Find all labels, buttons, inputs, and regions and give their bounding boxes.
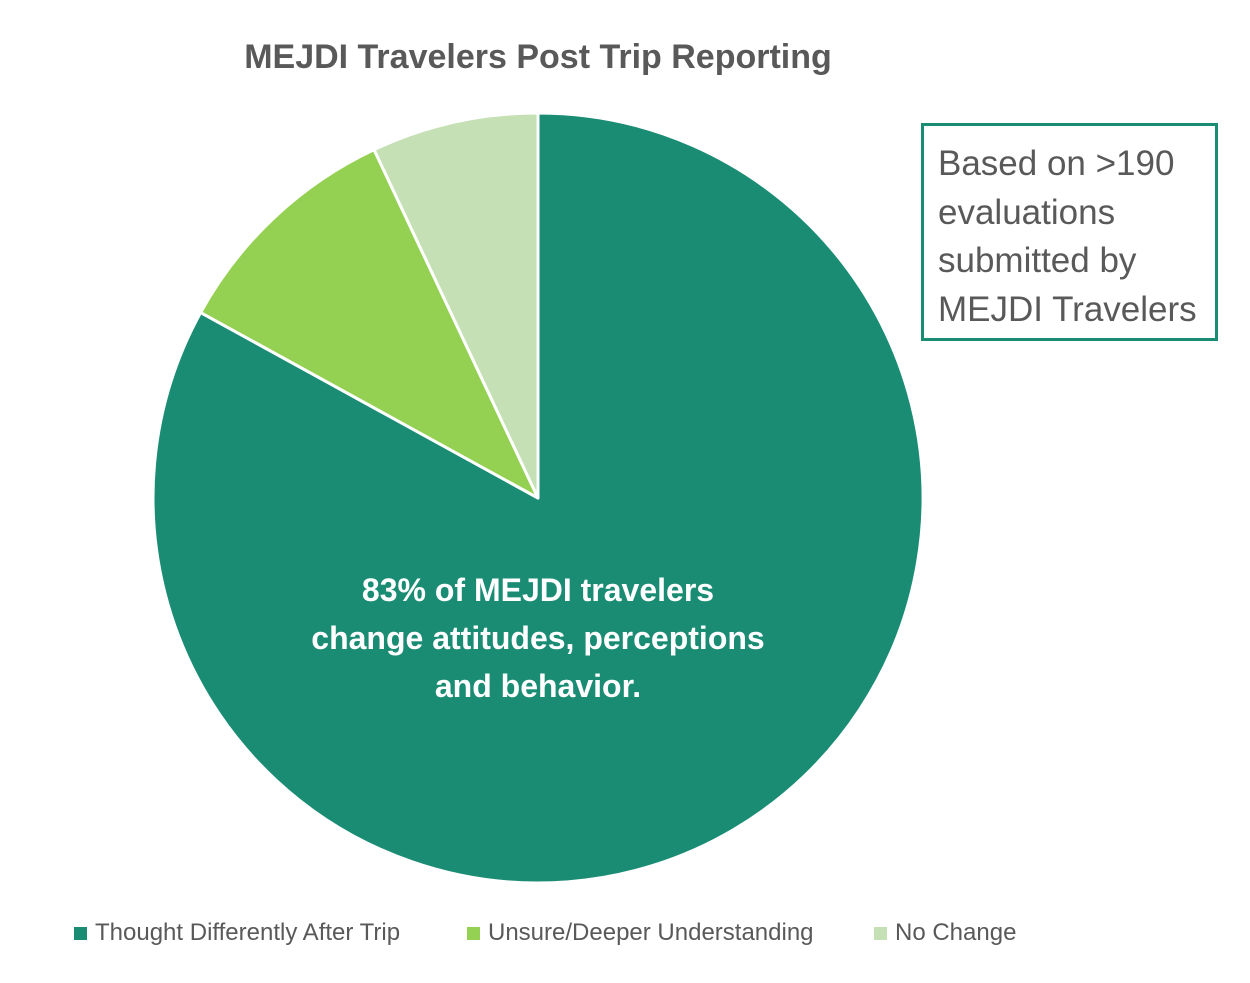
note-line-4: MEJDI Travelers: [938, 289, 1197, 329]
note-line-1: Based on >190: [938, 144, 1175, 183]
legend-swatch: [467, 926, 480, 940]
legend-label: Thought Differently After Trip: [95, 919, 401, 946]
pie-slice-unsure-deeper-understanding: [199, 148, 540, 500]
center-annotation: 83% of MEJDI travelers change attitudes,…: [238, 566, 838, 710]
annotation-line-2: change attitudes, perceptions: [311, 620, 765, 656]
legend-label: No Change: [895, 919, 1017, 946]
legend-item-unsure: Unsure/Deeper Understanding: [467, 916, 814, 950]
note-line-2: evaluations: [938, 192, 1116, 232]
annotation-line-3: and behavior.: [434, 668, 642, 704]
info-note-box: Based on >190 evaluations submitted by M…: [921, 123, 1218, 341]
legend-label: Unsure/Deeper Understanding: [488, 919, 814, 946]
legend-swatch: [874, 926, 887, 940]
annotation-line-1: 83% of MEJDI travelers: [361, 572, 715, 608]
pie-slice-no-change: [372, 111, 540, 500]
legend-item-thought-differently: Thought Differently After Trip: [74, 916, 400, 950]
legend-swatch: [74, 926, 87, 940]
note-line-3: submitted by: [938, 241, 1137, 280]
legend: Thought Differently After Trip Unsure/De…: [0, 916, 1250, 950]
legend-item-no-change: No Change: [874, 916, 1016, 950]
chart-title: MEJDI Travelers Post Trip Reporting: [244, 38, 832, 76]
